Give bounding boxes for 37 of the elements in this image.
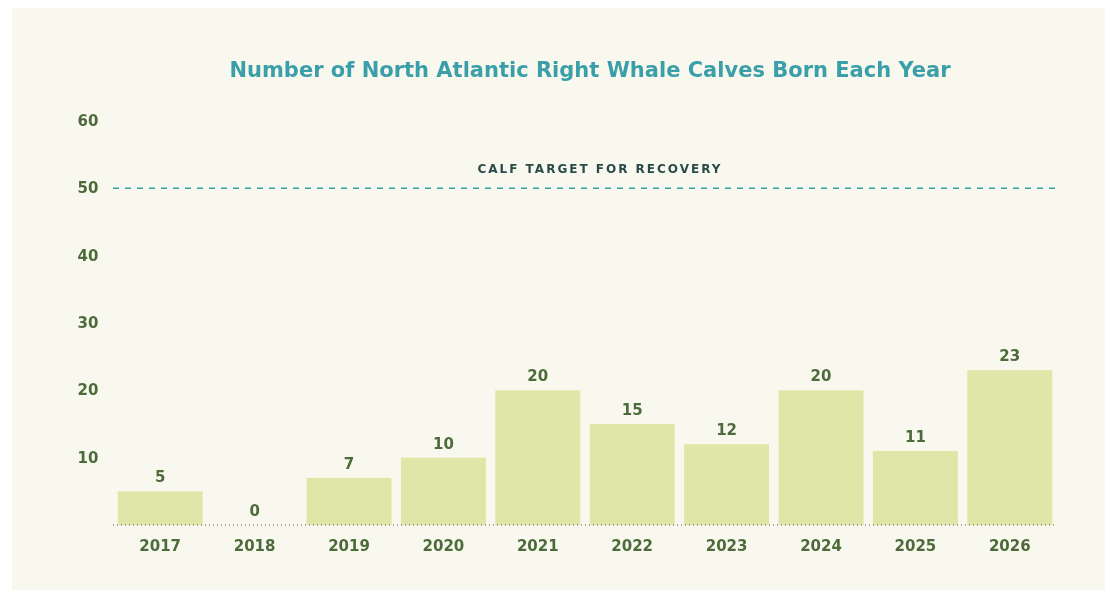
bar xyxy=(495,390,581,525)
y-tick-label: 20 xyxy=(77,381,99,400)
data-label: 11 xyxy=(904,427,926,446)
x-tick-label: 2026 xyxy=(988,537,1031,555)
bar xyxy=(778,390,864,525)
y-tick-label: 50 xyxy=(77,179,99,198)
y-tick-label: 10 xyxy=(77,448,99,467)
data-label: 15 xyxy=(621,401,643,419)
x-tick-label: 2017 xyxy=(139,537,182,555)
ref-line-label: CALF TARGET FOR RECOVERY xyxy=(477,162,723,177)
x-tick-label: 2020 xyxy=(422,537,465,555)
bar xyxy=(117,491,203,525)
x-tick-label: 2023 xyxy=(705,537,748,555)
data-label: 23 xyxy=(999,347,1021,366)
bar xyxy=(400,457,486,525)
x-tick-label: 2019 xyxy=(328,537,370,555)
y-tick-label: 40 xyxy=(77,246,99,265)
data-label: 0 xyxy=(249,502,260,520)
bar xyxy=(872,450,958,525)
x-tick-label: 2018 xyxy=(233,537,276,555)
x-tick-label: 2025 xyxy=(894,537,937,555)
x-tick-label: 2024 xyxy=(800,537,842,555)
y-tick-label: 60 xyxy=(77,112,99,130)
bar xyxy=(967,370,1053,525)
data-label: 5 xyxy=(154,468,166,487)
data-label: 10 xyxy=(432,434,454,453)
data-label: 12 xyxy=(716,421,738,440)
bar xyxy=(306,477,392,525)
chart-title: Number of North Atlantic Right Whale Calves Born Each Year xyxy=(229,58,952,82)
data-label: 20 xyxy=(527,367,549,386)
x-tick-label: 2021 xyxy=(516,537,559,555)
data-label: 20 xyxy=(810,367,832,386)
bar xyxy=(589,424,675,525)
y-tick-label: 30 xyxy=(77,314,99,332)
bar xyxy=(684,444,770,525)
data-label: 7 xyxy=(343,454,355,473)
x-tick-label: 2022 xyxy=(611,537,654,555)
